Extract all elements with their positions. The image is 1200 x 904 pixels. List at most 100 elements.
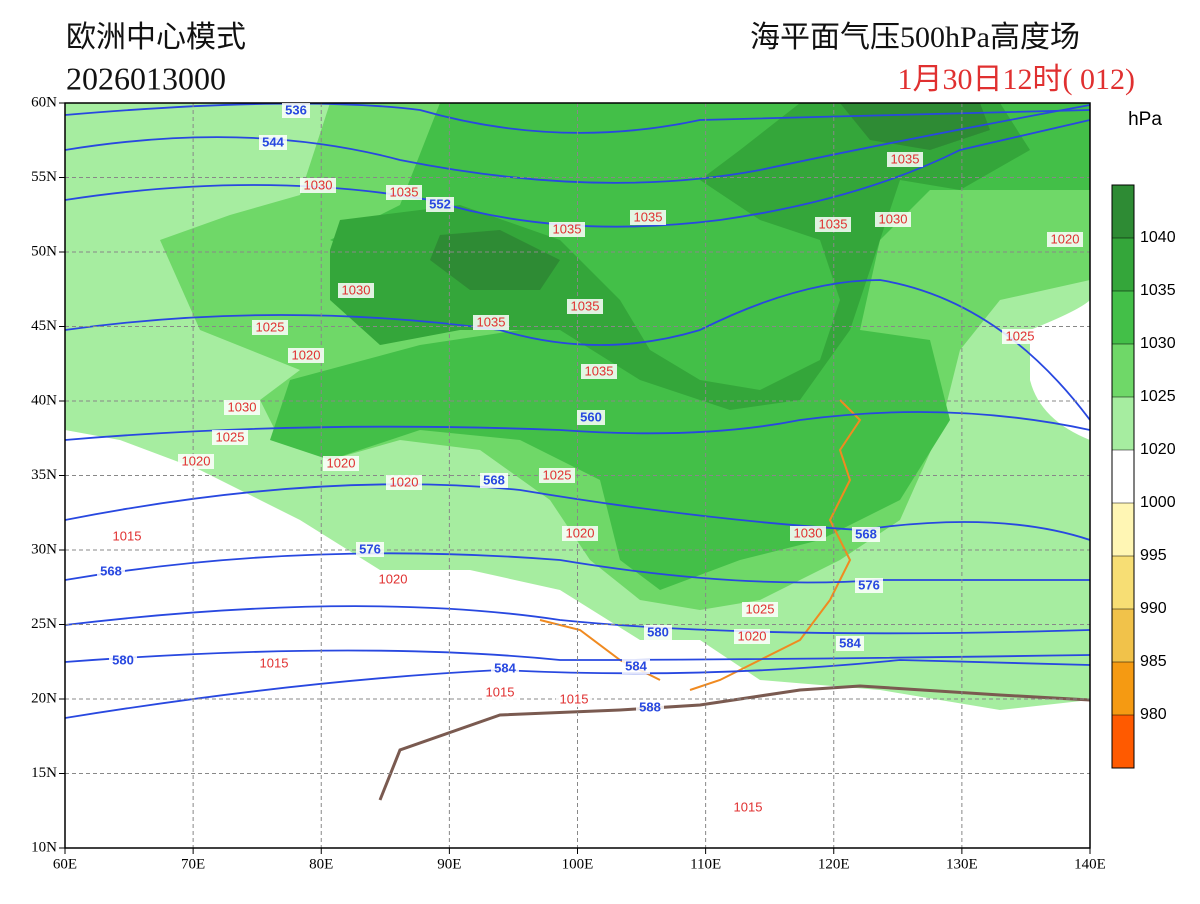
pressure-label: 1020 bbox=[1051, 231, 1080, 246]
colorbar-tick-label: 1035 bbox=[1140, 282, 1176, 299]
colorbar-tick-label: 1000 bbox=[1140, 494, 1176, 511]
height-label-bg bbox=[622, 659, 650, 674]
lat-tick-label: 35N bbox=[31, 467, 57, 483]
colorbar-tick-label: 1030 bbox=[1140, 335, 1176, 352]
pressure-label: 1015 bbox=[560, 691, 589, 706]
pressure-label: 1015 bbox=[486, 684, 515, 699]
colorbar-tick-label: 1025 bbox=[1140, 388, 1176, 405]
lat-tick-label: 55N bbox=[31, 169, 57, 185]
colorbar-tick-label: 1040 bbox=[1140, 229, 1176, 246]
lon-tick-label: 130E bbox=[946, 856, 978, 872]
pressure-label-bg bbox=[473, 315, 509, 330]
map-frame bbox=[64, 102, 1091, 849]
pressure-label-bg bbox=[567, 299, 603, 314]
pressure-label: 1035 bbox=[390, 184, 419, 199]
colorbar-unit: hPa bbox=[1128, 109, 1162, 130]
pressure-label: 1025 bbox=[543, 467, 572, 482]
height-label: 552 bbox=[429, 196, 451, 211]
pressure-label-bg bbox=[539, 468, 575, 483]
lat-tick-label: 25N bbox=[31, 616, 57, 632]
white-east bbox=[1030, 300, 1090, 440]
height-label: 576 bbox=[858, 577, 880, 592]
pressure-label: 1035 bbox=[477, 314, 506, 329]
pressure-label-bg bbox=[815, 217, 851, 232]
pressure-label-bg bbox=[887, 152, 923, 167]
height-label-bg bbox=[636, 700, 664, 715]
lon-tick-label: 90E bbox=[437, 856, 461, 872]
height-label: 568 bbox=[483, 472, 505, 487]
model-name: 欧洲中心模式 bbox=[66, 21, 246, 54]
pressure-label-bg bbox=[482, 685, 518, 700]
pressure-label-bg bbox=[375, 572, 411, 587]
pressure-label-bg bbox=[734, 629, 770, 644]
lat-tick-label: 15N bbox=[31, 765, 57, 781]
lat-tick-label: 30N bbox=[31, 541, 57, 557]
pressure-label: 1025 bbox=[746, 601, 775, 616]
pressure-label: 1030 bbox=[342, 282, 371, 297]
pressure-label-bg bbox=[288, 348, 324, 363]
colorbar: 1040 1035 1030 1025 1020 1000 995 990 985 980 bbox=[1111, 184, 1176, 769]
darkest-green-field bbox=[430, 103, 990, 290]
lat-tick-label: 45N bbox=[31, 318, 57, 334]
pressure-label: 1020 bbox=[379, 571, 408, 586]
pressure-label-bg bbox=[256, 656, 292, 671]
height-label: 568 bbox=[100, 563, 122, 578]
height-label: 560 bbox=[580, 409, 602, 424]
height-contours bbox=[65, 103, 1090, 719]
height-label-bg bbox=[356, 542, 384, 557]
pressure-label-bg bbox=[730, 800, 766, 815]
height-588 bbox=[378, 684, 1090, 801]
pressure-label-bg bbox=[742, 602, 778, 617]
height-label-bg bbox=[855, 578, 883, 593]
pressure-label: 1035 bbox=[819, 216, 848, 231]
pressure-label-bg bbox=[178, 454, 214, 469]
contour-labels: 1035 1035 1030 1035 1035 1035 1030 1020 1030 1035… bbox=[97, 102, 1083, 815]
colorbar-segment bbox=[1112, 715, 1134, 769]
pressure-label: 1030 bbox=[794, 525, 823, 540]
pressure-label: 1020 bbox=[182, 453, 211, 468]
lon-tick-label: 110E bbox=[690, 856, 721, 872]
valid-time: 1月30日12时( 012) bbox=[898, 63, 1135, 96]
pressure-label: 1020 bbox=[390, 474, 419, 489]
colorbar-tick-label: 980 bbox=[1140, 706, 1167, 723]
pressure-label-bg bbox=[252, 320, 288, 335]
lat-tick-label: 50N bbox=[31, 243, 57, 259]
colorbar-segment bbox=[1112, 450, 1134, 504]
colorbar-frame bbox=[1111, 184, 1135, 769]
pressure-label-bg bbox=[790, 526, 826, 541]
height-label-bg bbox=[259, 135, 287, 150]
pressure-label-bg bbox=[562, 526, 598, 541]
height-label: 568 bbox=[855, 526, 877, 541]
height-label: 580 bbox=[647, 624, 669, 639]
pressure-label: 1025 bbox=[1006, 328, 1035, 343]
colorbar-tick-label: 990 bbox=[1140, 600, 1167, 617]
pressure-label: 1035 bbox=[571, 298, 600, 313]
height-label-bg bbox=[836, 636, 864, 651]
colorbar-segment bbox=[1112, 609, 1134, 663]
height-label-bg bbox=[491, 661, 519, 676]
lon-tick-label: 60E bbox=[53, 856, 77, 872]
pressure-label-bg bbox=[109, 529, 145, 544]
pressure-label-bg bbox=[549, 222, 585, 237]
init-time: 2026013000 bbox=[66, 60, 226, 96]
pressure-label: 1025 bbox=[256, 319, 285, 334]
pressure-label: 1015 bbox=[113, 528, 142, 543]
lon-tick-label: 70E bbox=[181, 856, 205, 872]
height-label-bg bbox=[577, 410, 605, 425]
pressure-label: 1015 bbox=[260, 655, 289, 670]
colorbar-segment bbox=[1112, 556, 1134, 610]
pressure-label: 1020 bbox=[738, 628, 767, 643]
lon-tick-label: 80E bbox=[309, 856, 333, 872]
pressure-label-bg bbox=[338, 283, 374, 298]
pressure-label: 1030 bbox=[879, 211, 908, 226]
pressure-label: 1025 bbox=[216, 429, 245, 444]
lon-tick-label: 100E bbox=[562, 856, 594, 872]
pressure-label: 1030 bbox=[304, 177, 333, 192]
height-label: 584 bbox=[625, 658, 647, 673]
height-label-bg bbox=[97, 564, 125, 579]
pressure-label: 1020 bbox=[566, 525, 595, 540]
pressure-label-bg bbox=[630, 210, 666, 225]
colorbar-segment bbox=[1112, 397, 1134, 451]
height-label-bg bbox=[109, 653, 137, 668]
